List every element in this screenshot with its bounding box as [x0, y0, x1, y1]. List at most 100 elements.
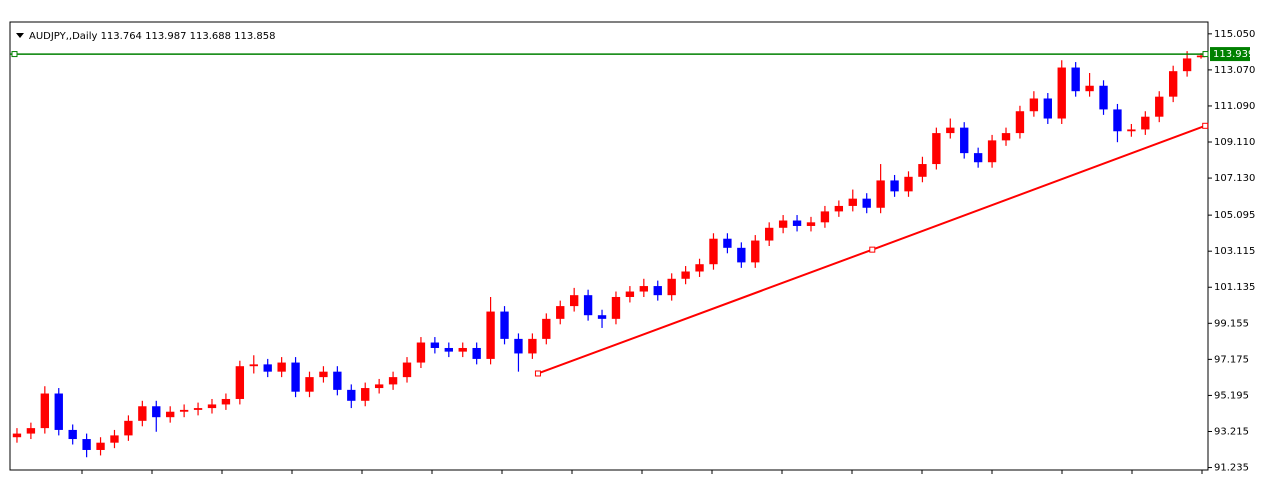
candle-body [430, 342, 440, 348]
candle-body [1029, 98, 1039, 112]
candle-body [263, 364, 272, 372]
menu-arrow[interactable] [16, 33, 24, 38]
candle-body [834, 205, 844, 212]
candle-body [207, 404, 217, 409]
candle-body [110, 435, 119, 443]
candle-body [1015, 111, 1025, 134]
candle-body [848, 198, 857, 206]
y-tick-label: 105.095 [1214, 210, 1255, 221]
candle-body [193, 408, 203, 410]
candle-body [792, 220, 802, 226]
candle-body [319, 371, 328, 378]
candle-body [778, 220, 788, 228]
y-tick-label: 95.195 [1214, 390, 1249, 401]
candle-body [1099, 85, 1108, 110]
candle-body [960, 127, 969, 154]
candle-body [932, 133, 941, 165]
candle-body [166, 411, 175, 418]
candle-body [751, 240, 760, 263]
candle-body [486, 311, 495, 359]
candle-body [890, 180, 899, 192]
candle-body [597, 315, 607, 319]
candle-body [1127, 129, 1136, 132]
candle-body [1141, 116, 1150, 130]
candle-body [946, 127, 955, 134]
candle-body [918, 164, 927, 177]
candle-body [528, 338, 537, 354]
candle-body [361, 388, 370, 401]
candle-body [653, 286, 662, 296]
candle-body [1057, 67, 1066, 119]
y-tick-label: 103.115 [1214, 246, 1255, 257]
candle-body [542, 318, 551, 339]
candle-body [1043, 98, 1052, 119]
y-tick-label: 109.110 [1214, 137, 1255, 148]
candle-body [388, 377, 398, 385]
candle-body [500, 311, 509, 339]
candle-body [514, 338, 523, 354]
candle-body [681, 271, 690, 279]
level-label-bg [1210, 47, 1250, 62]
candle-body [124, 420, 133, 436]
candle-body [987, 140, 997, 163]
candle-body [1001, 133, 1011, 141]
candle-body [68, 429, 77, 440]
candle-body [277, 362, 286, 372]
candle-body [765, 227, 774, 241]
candle-body [54, 393, 63, 430]
candle-body [138, 406, 147, 421]
level-label: 113.939 [1213, 49, 1254, 60]
candle-body [402, 362, 412, 378]
candle-body [179, 409, 189, 412]
candle-body [625, 291, 635, 297]
candle-body [639, 286, 649, 292]
level-handle [1202, 51, 1209, 58]
y-tick-label: 97.175 [1214, 354, 1249, 365]
y-tick-label: 115.050 [1214, 29, 1255, 40]
candle-body [737, 247, 746, 263]
candle-body [1196, 55, 1206, 58]
candle-body [667, 278, 676, 296]
candle-body [569, 295, 579, 307]
candle-body [723, 238, 732, 248]
candle-body [1155, 96, 1164, 117]
candle-body [583, 295, 593, 316]
candle-body [1113, 109, 1122, 132]
y-tick-label: 107.130 [1214, 173, 1255, 184]
candle-body [1168, 71, 1178, 97]
trendline-handle [869, 246, 876, 253]
candle-body [1071, 67, 1080, 92]
candle-body [472, 347, 481, 359]
y-tick-label: 91.235 [1214, 463, 1249, 474]
candle-body [416, 342, 426, 363]
candle-body [444, 347, 453, 352]
candle-body [458, 347, 467, 352]
candle-body [249, 364, 258, 367]
candle-body [820, 211, 830, 223]
y-tick-label: 99.155 [1214, 318, 1249, 329]
candle-body [347, 389, 356, 401]
candle-body [221, 398, 231, 405]
y-tick-label: 93.215 [1214, 426, 1249, 437]
candle-body [12, 433, 22, 438]
candle-body [904, 176, 913, 192]
candle-body [40, 393, 50, 429]
candle-body [862, 198, 871, 208]
candle-body [695, 264, 704, 272]
candle-body [709, 238, 718, 265]
chart-title: AUDJPY,,Daily 113.764 113.987 113.688 11… [29, 31, 276, 42]
candle-body [973, 153, 983, 163]
trendline-handle [1202, 122, 1209, 129]
trendline-handle [534, 370, 541, 377]
candle-body [1085, 85, 1094, 92]
plot-frame [9, 21, 1209, 471]
candle-body [611, 296, 621, 319]
candle-body [333, 371, 342, 390]
candle-body [235, 366, 245, 399]
candle-body [96, 442, 105, 450]
candle-body [806, 222, 816, 226]
candle-body [305, 377, 314, 392]
y-tick-label: 111.090 [1214, 101, 1255, 112]
